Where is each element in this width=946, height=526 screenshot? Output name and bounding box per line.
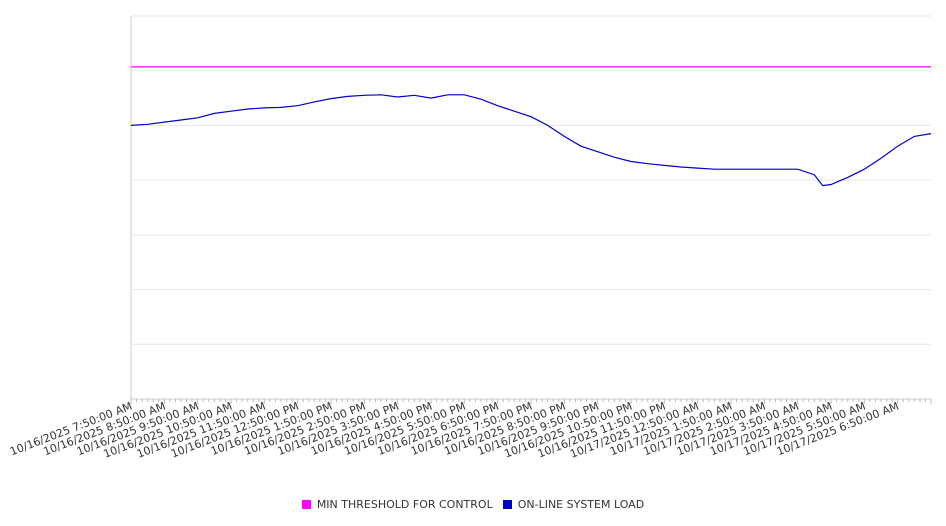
legend-item-threshold: MIN THRESHOLD FOR CONTROL: [301, 498, 493, 511]
series-lines: [130, 66, 932, 187]
legend-swatch-system-load: [502, 500, 512, 509]
series-line-system-load: [130, 94, 932, 187]
x-axis-minor-ticks: [130, 399, 932, 404]
gridlines: [131, 15, 931, 345]
legend-swatch-threshold: [301, 500, 311, 509]
legend-item-system-load: ON-LINE SYSTEM LOAD: [502, 498, 645, 511]
legend-label-system-load: ON-LINE SYSTEM LOAD: [517, 498, 645, 511]
legend: MIN THRESHOLD FOR CONTROL ON-LINE SYSTEM…: [0, 498, 946, 511]
legend-label-threshold: MIN THRESHOLD FOR CONTROL: [316, 498, 493, 511]
